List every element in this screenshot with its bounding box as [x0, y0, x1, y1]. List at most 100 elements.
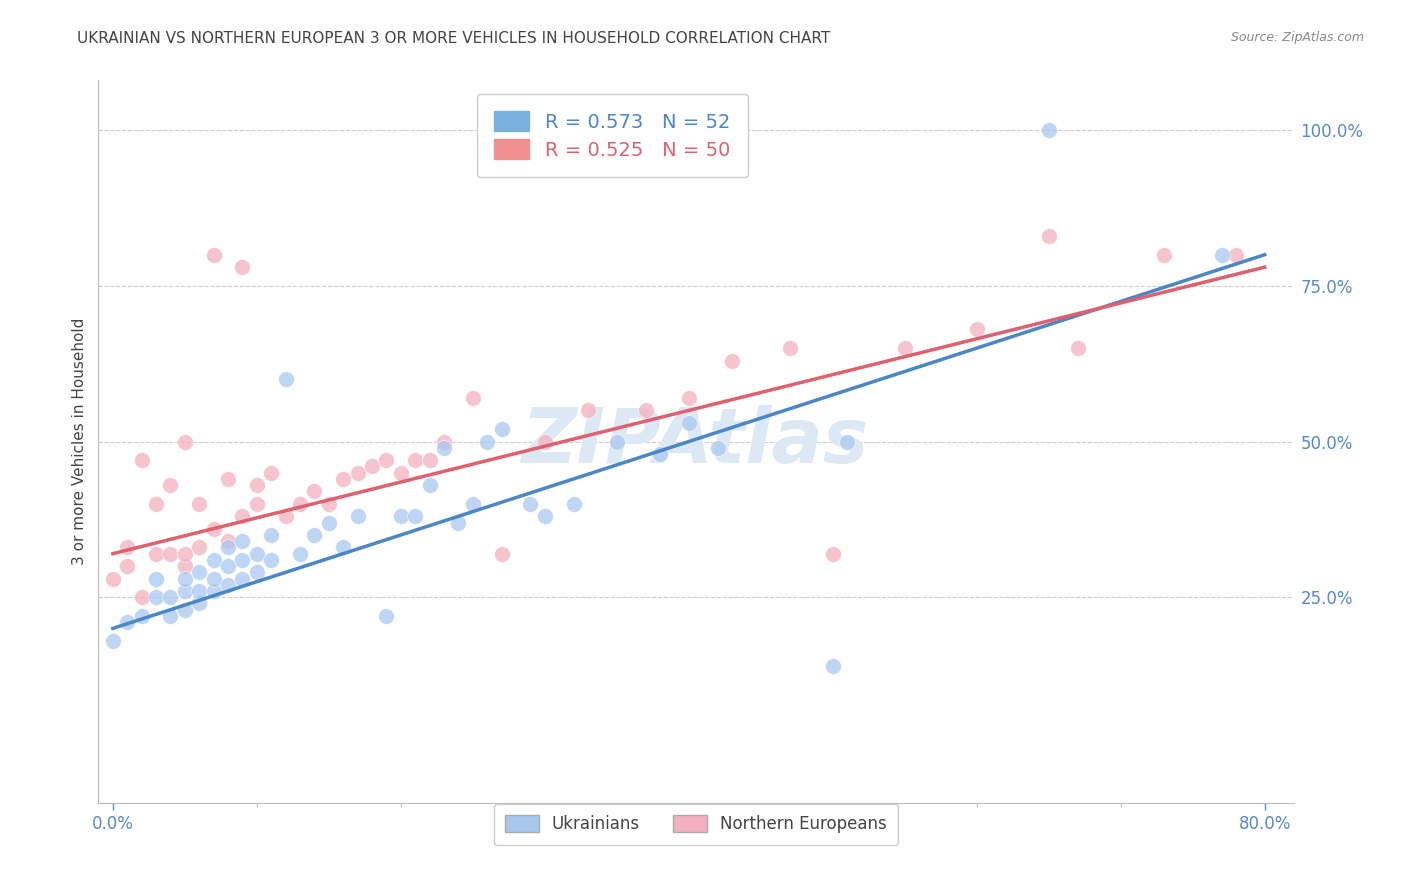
Point — [115, 615, 138, 630]
Point — [562, 497, 585, 511]
Point — [533, 434, 555, 449]
Point — [461, 497, 484, 511]
Point — [304, 528, 326, 542]
Point — [260, 553, 283, 567]
Point — [491, 422, 513, 436]
Point — [101, 572, 124, 586]
Point — [519, 497, 541, 511]
Point — [477, 434, 499, 449]
Point — [576, 403, 599, 417]
Point — [447, 516, 470, 530]
Point — [115, 559, 138, 574]
Point — [288, 497, 311, 511]
Point — [217, 578, 239, 592]
Point — [491, 547, 513, 561]
Point — [678, 391, 700, 405]
Point — [779, 341, 801, 355]
Point — [404, 509, 426, 524]
Point — [1211, 248, 1233, 262]
Point — [1038, 123, 1060, 137]
Text: ZIPAtlas: ZIPAtlas — [522, 405, 870, 478]
Point — [188, 597, 211, 611]
Point — [173, 572, 195, 586]
Point — [159, 478, 181, 492]
Point — [706, 441, 728, 455]
Point — [837, 434, 859, 449]
Point — [202, 248, 225, 262]
Point — [131, 609, 153, 624]
Point — [145, 572, 167, 586]
Point — [318, 497, 340, 511]
Point — [433, 434, 456, 449]
Point — [173, 559, 195, 574]
Point — [648, 447, 671, 461]
Point — [217, 559, 239, 574]
Point — [1153, 248, 1175, 262]
Point — [131, 591, 153, 605]
Legend: Ukrainians, Northern Europeans: Ukrainians, Northern Europeans — [494, 804, 898, 845]
Point — [159, 609, 181, 624]
Point — [202, 572, 225, 586]
Point — [966, 322, 988, 336]
Point — [202, 522, 225, 536]
Point — [821, 547, 844, 561]
Point — [101, 633, 124, 648]
Y-axis label: 3 or more Vehicles in Household: 3 or more Vehicles in Household — [72, 318, 87, 566]
Point — [173, 434, 195, 449]
Point — [274, 372, 297, 386]
Point — [678, 416, 700, 430]
Point — [260, 528, 283, 542]
Point — [159, 591, 181, 605]
Point — [304, 484, 326, 499]
Point — [433, 441, 456, 455]
Point — [246, 478, 269, 492]
Point — [389, 466, 412, 480]
Point — [260, 466, 283, 480]
Point — [419, 453, 441, 467]
Point — [145, 591, 167, 605]
Point — [231, 509, 253, 524]
Point — [173, 584, 195, 599]
Point — [188, 497, 211, 511]
Point — [821, 658, 844, 673]
Point — [217, 472, 239, 486]
Text: Source: ZipAtlas.com: Source: ZipAtlas.com — [1230, 31, 1364, 45]
Point — [173, 603, 195, 617]
Point — [202, 584, 225, 599]
Point — [893, 341, 915, 355]
Point — [1066, 341, 1088, 355]
Point — [131, 453, 153, 467]
Point — [1038, 229, 1060, 244]
Point — [419, 478, 441, 492]
Point — [188, 584, 211, 599]
Point — [332, 541, 354, 555]
Point — [375, 609, 398, 624]
Point — [231, 553, 253, 567]
Point — [346, 466, 368, 480]
Point — [533, 509, 555, 524]
Point — [288, 547, 311, 561]
Point — [217, 534, 239, 549]
Point — [634, 403, 657, 417]
Point — [159, 547, 181, 561]
Point — [404, 453, 426, 467]
Text: UKRAINIAN VS NORTHERN EUROPEAN 3 OR MORE VEHICLES IN HOUSEHOLD CORRELATION CHART: UKRAINIAN VS NORTHERN EUROPEAN 3 OR MORE… — [77, 31, 831, 46]
Point — [318, 516, 340, 530]
Point — [721, 353, 744, 368]
Point — [145, 547, 167, 561]
Point — [246, 547, 269, 561]
Point — [202, 553, 225, 567]
Point — [188, 566, 211, 580]
Point — [606, 434, 628, 449]
Point — [246, 566, 269, 580]
Point — [1225, 248, 1247, 262]
Point — [217, 541, 239, 555]
Point — [246, 497, 269, 511]
Point — [274, 509, 297, 524]
Point — [231, 260, 253, 274]
Point — [231, 534, 253, 549]
Point — [145, 497, 167, 511]
Point — [115, 541, 138, 555]
Point — [461, 391, 484, 405]
Point — [173, 547, 195, 561]
